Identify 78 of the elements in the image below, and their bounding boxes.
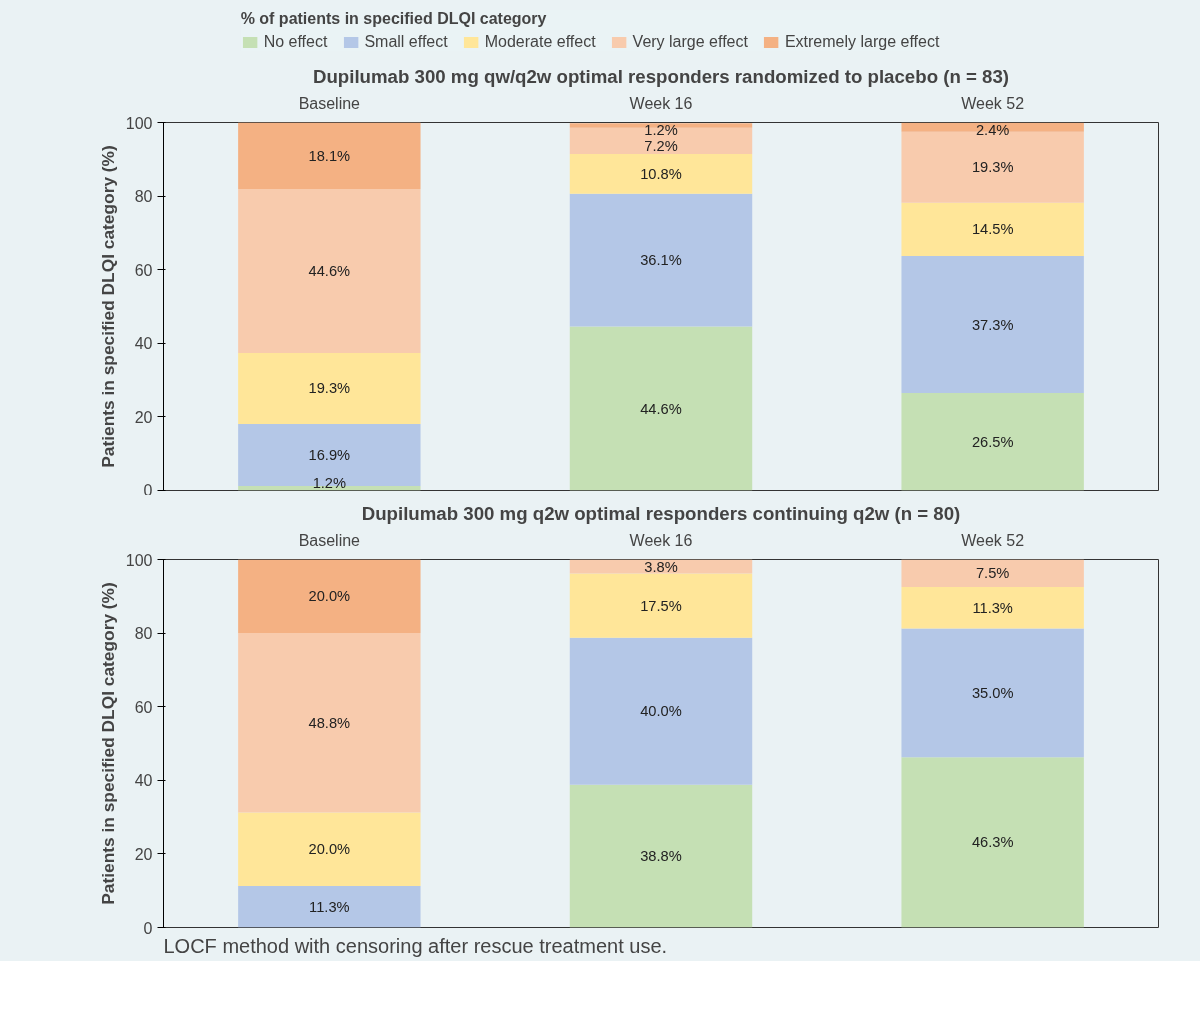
y-tick-label: 0 (143, 919, 153, 937)
y-tick-label: 60 (134, 261, 153, 279)
data-label: 16.9% (308, 447, 351, 464)
bar (238, 885, 421, 928)
x-tick-label: Week 52 (961, 531, 1025, 549)
bar (238, 353, 421, 424)
data-label: 38.8% (640, 848, 682, 865)
y-tick-label: 100 (125, 551, 153, 569)
chart-title: Dupilumab 300 mg q2w optimal responders continuing q2w (n = 80) (361, 502, 961, 524)
bar (901, 255, 1084, 394)
bar (569, 193, 753, 327)
bar (901, 393, 1084, 491)
y-tick-label: 40 (134, 335, 153, 353)
bar (901, 559, 1084, 588)
x-tick-label: Baseline (298, 531, 361, 549)
bar (901, 587, 1084, 629)
data-label: 20.0% (308, 841, 351, 858)
legend-title: % of patients in specified DLQI category (240, 10, 548, 28)
data-label: 36.1% (640, 252, 682, 269)
bar (238, 189, 421, 354)
data-label: 2.4% (975, 122, 1010, 139)
data-label: 7.5% (975, 565, 1010, 582)
data-label: 11.3% (309, 898, 350, 915)
legend-label: Extremely large effect (784, 33, 940, 51)
bar (238, 812, 421, 886)
data-label: 20.0% (308, 588, 351, 605)
data-label: 19.3% (971, 159, 1014, 176)
y-tick-label: 100 (125, 114, 153, 132)
bar (901, 628, 1084, 758)
y-tick-label: 20 (134, 845, 153, 863)
text: LOCF method with censoring after rescue treatment use. (163, 934, 668, 957)
data-label: 37.3% (971, 316, 1014, 333)
data-label: 1.2% (644, 122, 678, 139)
bar (238, 559, 421, 634)
x-tick-label: Week 16 (629, 531, 693, 549)
data-label: 40.0% (640, 703, 682, 720)
bar (569, 637, 753, 785)
data-label: 14.5% (971, 221, 1014, 238)
data-label: 44.6% (640, 400, 682, 417)
bar (569, 127, 753, 155)
chart-title: Dupilumab 300 mg qw/q2w optimal responders randomized to placebo (n = 83) (312, 65, 1010, 87)
data-label: 19.3% (308, 380, 351, 397)
y-tick-label: 40 (134, 772, 153, 790)
legend-label: No effect (263, 33, 328, 51)
bar (901, 757, 1084, 928)
data-label: 18.1% (308, 147, 351, 164)
y-tick-label: 60 (134, 698, 153, 716)
bar (238, 633, 421, 813)
data-label: 46.3% (971, 834, 1014, 851)
y-axis-title: Patients in specified DLQI category (%) (97, 145, 118, 468)
x-tick-label: Week 16 (629, 94, 693, 112)
bar (238, 423, 421, 487)
x-tick-label: Week 52 (961, 94, 1025, 112)
data-label: 17.5% (640, 597, 682, 614)
bar (569, 784, 753, 928)
legend-label: Small effect (364, 33, 448, 51)
legend-label: Very large effect (632, 33, 748, 51)
bar (569, 573, 753, 638)
data-label: 11.3% (972, 599, 1013, 616)
data-label: 7.2% (644, 137, 678, 154)
data-label: 10.8% (640, 165, 682, 182)
y-axis-title: Patients in specified DLQI category (%) (97, 582, 118, 905)
y-tick-label: 0 (143, 481, 153, 499)
bar (569, 326, 753, 491)
bar (238, 122, 421, 190)
legend-label: Moderate effect (484, 33, 596, 51)
data-label: 48.8% (308, 714, 351, 731)
bar (901, 202, 1084, 256)
data-label: 26.5% (971, 433, 1014, 450)
data-label: 44.6% (308, 263, 351, 280)
data-label: 35.0% (971, 684, 1014, 701)
bar (569, 154, 753, 194)
data-label: 1.2% (312, 474, 347, 491)
x-tick-label: Baseline (298, 94, 361, 112)
y-tick-label: 80 (134, 625, 153, 643)
data-label: 3.8% (644, 559, 678, 576)
y-tick-label: 20 (134, 408, 153, 426)
y-tick-label: 80 (134, 188, 153, 206)
